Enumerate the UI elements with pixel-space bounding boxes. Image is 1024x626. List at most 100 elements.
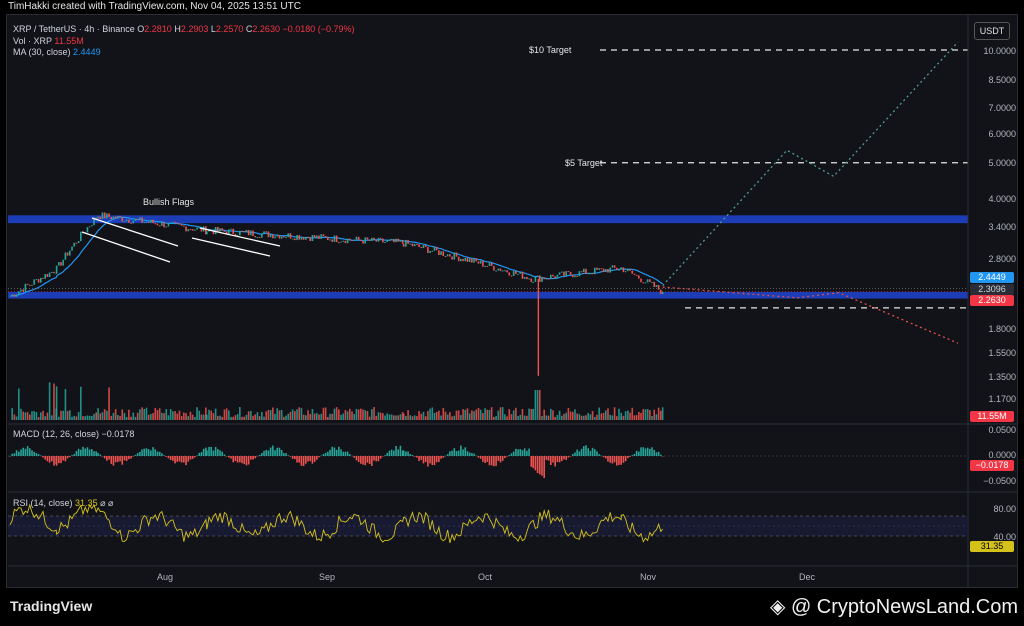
candle — [156, 223, 159, 226]
macd-bar — [631, 455, 634, 456]
candle — [217, 226, 219, 232]
macd-bar — [55, 456, 58, 466]
volume-bar — [556, 414, 559, 420]
macd-bar — [245, 456, 248, 466]
candle — [206, 231, 208, 235]
volume-bar — [291, 409, 294, 420]
macd-bar — [484, 456, 486, 463]
macd-bar — [66, 456, 69, 459]
candle — [620, 267, 623, 269]
candle — [530, 278, 533, 283]
volume-bar — [521, 409, 524, 420]
volume-bar — [254, 414, 257, 420]
candle — [42, 277, 44, 279]
candle — [35, 279, 38, 281]
volume-bar — [150, 413, 152, 420]
candle — [125, 219, 128, 222]
macd-bar — [289, 456, 292, 457]
volume-bar — [604, 410, 607, 420]
volume-bar — [353, 414, 356, 420]
macd-bar — [230, 456, 232, 459]
macd-bar — [368, 456, 371, 465]
macd-bar — [241, 456, 243, 464]
macd-bar — [26, 446, 29, 456]
volume-bar — [285, 415, 287, 420]
macd-bar — [71, 455, 73, 456]
volume-bar — [212, 413, 215, 420]
macd-bar — [440, 456, 442, 459]
volume-bar — [471, 410, 473, 420]
candle — [377, 237, 380, 242]
macd-bar — [335, 449, 338, 456]
candle — [649, 279, 651, 282]
volume-bar — [93, 413, 95, 420]
candle — [97, 216, 99, 219]
candle — [547, 278, 550, 280]
macd-bar — [585, 445, 587, 456]
macd-bar — [62, 456, 65, 461]
macd-bar — [646, 447, 649, 456]
candle — [77, 241, 80, 244]
macd-bar — [291, 456, 294, 459]
volume-bar — [327, 416, 329, 420]
macd-bar — [411, 454, 414, 456]
volume-bar — [475, 409, 478, 420]
candle — [287, 233, 290, 238]
volume-bar — [335, 407, 338, 420]
macd-bar — [300, 456, 303, 466]
macd-bar — [482, 456, 484, 462]
candle — [167, 222, 170, 227]
time-axis-label: Nov — [640, 572, 657, 582]
volume-bar — [103, 409, 106, 420]
volume-bar — [217, 416, 219, 420]
symbol-legend: XRP / TetherUS · 4h · Binance O2.2810 H2… — [13, 24, 355, 34]
volume-bar — [322, 407, 325, 420]
macd-bar — [202, 448, 205, 456]
candle — [165, 226, 168, 228]
candle — [598, 268, 600, 270]
macd-tag: −0.0178 — [970, 460, 1014, 471]
candle — [318, 235, 320, 239]
macd-bar — [574, 452, 576, 456]
volume-bar — [309, 414, 312, 420]
volume-bar — [329, 413, 331, 420]
macd-bar — [364, 456, 367, 466]
volume-bar — [283, 416, 285, 420]
volume-bar — [644, 409, 647, 420]
volume-bar — [438, 410, 440, 420]
macd-bar — [187, 456, 190, 462]
volume-bar — [455, 410, 458, 420]
candle — [600, 268, 603, 270]
volume-bar — [528, 408, 530, 420]
macd-bar — [225, 456, 228, 457]
macd-bar — [340, 449, 342, 456]
macd-bar — [519, 449, 522, 456]
candle — [538, 275, 541, 282]
macd-bar — [236, 456, 239, 463]
candle — [357, 236, 360, 240]
volume-bar — [198, 410, 201, 420]
volume-bar — [401, 412, 404, 420]
candle — [338, 242, 340, 244]
candle — [413, 243, 416, 247]
candle — [422, 245, 425, 249]
macd-bar — [346, 451, 349, 456]
volume-bar — [289, 411, 292, 420]
volume-bar — [582, 415, 585, 420]
macd-bar — [353, 456, 356, 458]
volume-bar — [132, 412, 135, 420]
macd-bar — [512, 451, 515, 456]
volume-bar — [311, 409, 314, 420]
tradingview-logo[interactable]: TradingView — [10, 598, 93, 614]
candle — [55, 265, 58, 274]
currency-button[interactable]: USDT — [974, 22, 1010, 40]
candle — [506, 270, 508, 273]
candle — [661, 291, 664, 295]
resistance-zone — [8, 215, 968, 224]
candle — [611, 265, 614, 268]
candle — [519, 271, 522, 274]
candle — [33, 279, 35, 285]
volume-bar — [112, 412, 115, 420]
candle — [477, 261, 480, 264]
